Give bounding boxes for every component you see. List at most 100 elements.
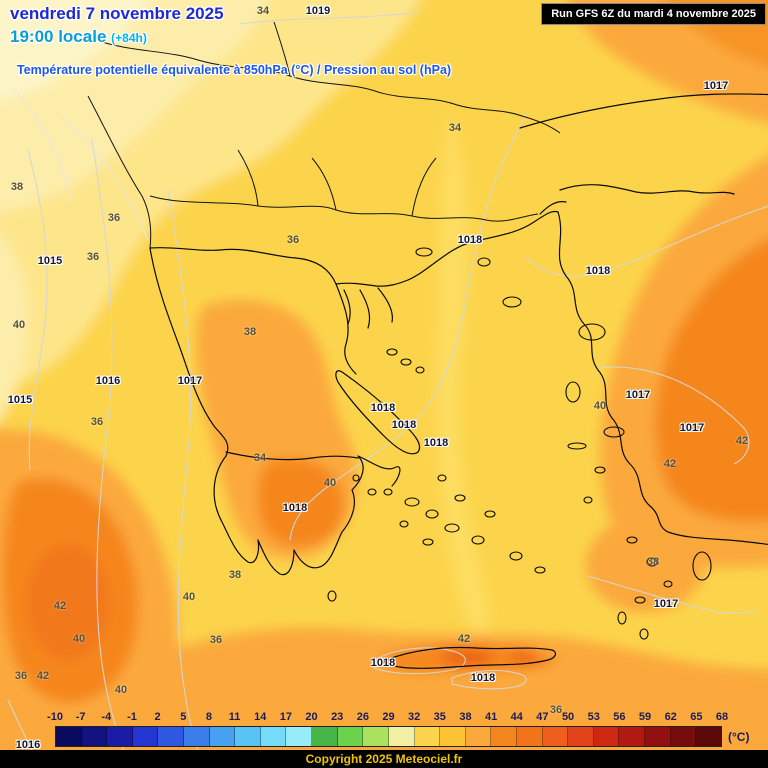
- colorbar-tick: 32: [408, 711, 421, 723]
- map-label-temp: 36: [14, 670, 28, 682]
- map-label-temp: 42: [36, 670, 50, 682]
- islands: [327, 247, 712, 640]
- map-label-temp: 42: [735, 435, 749, 447]
- map-label-temp: 42: [53, 600, 67, 612]
- colorbar-tick: 26: [356, 711, 369, 723]
- map-label-temp: 38: [228, 569, 242, 581]
- map-label-temp: 34: [253, 452, 267, 464]
- map-label-pressure: 1018: [457, 234, 483, 246]
- colorbar-cell: [593, 727, 620, 746]
- map-label-temp: 36: [549, 704, 563, 716]
- colorbar-tick: 8: [205, 711, 212, 723]
- map-label-temp: 42: [663, 458, 677, 470]
- colorbar-cell: [260, 727, 287, 746]
- map-label-temp: 36: [209, 634, 223, 646]
- colorbar-cell: [158, 727, 185, 746]
- colorbar-tick: 20: [305, 711, 318, 723]
- run-info-box: Run GFS 6Z du mardi 4 novembre 2025: [541, 3, 766, 25]
- colorbar-ticks: -10 -7 -4 -1 2 5 8 11 14 17 20 23 26 29 32 35 38 41 44 47 50…: [47, 711, 728, 724]
- colorbar-cell: [209, 727, 236, 746]
- map-label-temp: 40: [593, 400, 607, 412]
- colorbar-cell: [388, 727, 415, 746]
- map-label-temp: 40: [12, 319, 26, 331]
- colorbar-cell: [542, 727, 569, 746]
- map-label-temp: 34: [448, 122, 462, 134]
- colorbar-tick: -4: [101, 711, 112, 723]
- colorbar-cell: [465, 727, 492, 746]
- colorbar-tick: 38: [459, 711, 472, 723]
- map-label-pressure: 1018: [423, 437, 449, 449]
- colorbar-cell: [312, 727, 338, 746]
- map-label-pressure: 1016: [95, 375, 121, 387]
- map-label-temp: 36: [286, 234, 300, 246]
- map-label-temp: 36: [90, 416, 104, 428]
- map-label-pressure: 1015: [7, 394, 33, 406]
- map-label-temp: 40: [182, 591, 196, 603]
- colorbar-tick: 59: [638, 711, 652, 723]
- map-label-pressure: 1018: [585, 265, 611, 277]
- colorbar-cell: [337, 727, 364, 746]
- coastlines: [149, 93, 768, 669]
- map-label-temp: 40: [114, 684, 128, 696]
- colorbar-tick: -1: [127, 711, 137, 723]
- map-label-pressure: 1017: [679, 422, 705, 434]
- colorbar-tick: -10: [47, 711, 63, 723]
- map-label-pressure: 1017: [177, 375, 203, 387]
- copyright-bar: Copyright 2025 Meteociel.fr: [0, 750, 768, 768]
- map-label-pressure: 1017: [625, 389, 651, 401]
- colorbar-tick: 17: [279, 711, 292, 723]
- colorbar-tick: 41: [484, 711, 498, 723]
- colorbar-cell: [363, 727, 389, 746]
- colorbar-cell: [670, 727, 697, 746]
- colorbar-cell: [414, 727, 441, 746]
- colorbar-cell: [132, 727, 159, 746]
- map-label-pressure: 1016: [15, 739, 41, 751]
- colorbar-cell: [81, 727, 108, 746]
- colorbar-tick: 56: [613, 711, 626, 723]
- copyright-text: Copyright 2025 Meteociel.fr: [305, 752, 463, 766]
- colorbar-tick: 47: [536, 711, 549, 723]
- colorbar-cell: [696, 727, 721, 746]
- colorbar-cell: [184, 727, 210, 746]
- colorbar: [55, 726, 722, 747]
- colorbar-tick: 11: [228, 711, 241, 723]
- colorbar-tick: 29: [382, 711, 395, 723]
- colorbar-tick: 35: [433, 711, 446, 723]
- map-label-temp: 34: [256, 5, 270, 17]
- colorbar-tick: 5: [180, 711, 187, 723]
- colorbar-cell: [568, 727, 594, 746]
- map-label-temp: 36: [107, 212, 121, 224]
- colorbar-cell: [516, 727, 543, 746]
- colorbar-tick: 65: [690, 711, 703, 723]
- map-label-pressure: 1015: [37, 255, 63, 267]
- colorbar-tick: 68: [715, 711, 729, 723]
- colorbar-cell: [235, 727, 261, 746]
- colorbar-cell: [645, 727, 671, 746]
- colorbar-cell: [56, 727, 82, 746]
- colorbar-cell: [491, 727, 517, 746]
- colorbar-cell: [286, 727, 313, 746]
- colorbar-cell: [619, 727, 646, 746]
- country-borders: [87, 21, 561, 249]
- colorbar-tick: 53: [587, 711, 600, 723]
- colorbar-tick: -7: [75, 711, 86, 723]
- colorbar-tick: 2: [154, 711, 161, 723]
- map-label-pressure: 1019: [305, 5, 331, 17]
- colorbar-tick: 50: [561, 711, 575, 723]
- isobar-lines: [7, 11, 768, 765]
- map-label-temp: 36: [86, 251, 100, 263]
- map-label-pressure: 1018: [470, 672, 496, 684]
- map-label-temp: 38: [646, 556, 660, 568]
- colorbar-tick: 23: [331, 711, 344, 723]
- map-label-temp: 38: [243, 326, 257, 338]
- map-label-pressure: 1017: [703, 80, 729, 92]
- colorbar-tick: 44: [510, 711, 523, 723]
- colorbar-tick: 62: [664, 711, 677, 723]
- colorbar-cell: [107, 727, 133, 746]
- colorbar-unit: (°C): [728, 730, 750, 744]
- map-label-temp: 38: [10, 181, 24, 193]
- map-label-temp: 40: [72, 633, 86, 645]
